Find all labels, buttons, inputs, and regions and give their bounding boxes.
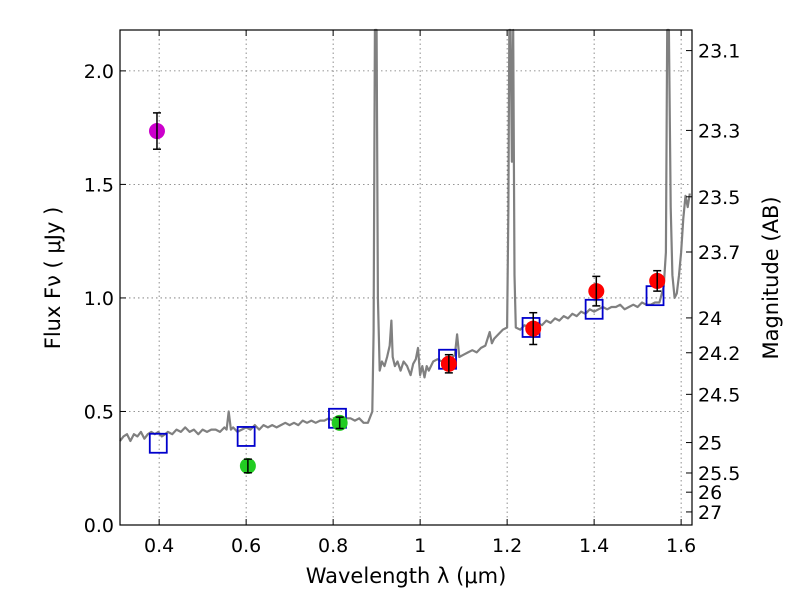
right-tick-label: 26 [698,482,722,504]
x-tick-label: 0.8 [318,535,348,557]
x-tick-label: 0.4 [144,535,174,557]
right-tick-label: 24.2 [698,343,740,365]
grid-lines [120,30,692,526]
x-tick-label: 1 [414,535,426,557]
right-tick-label: 25.5 [698,463,740,485]
x-tick-label: 0.6 [231,535,261,557]
right-tick-label: 23.3 [698,120,740,142]
photometry-layer [148,112,666,474]
y-tick-label: 1.0 [84,288,114,310]
error-bar [529,311,538,346]
x-tick-label: 1.6 [666,535,696,557]
error-bar [243,458,252,474]
right-tick-label: 23.1 [698,41,740,63]
right-tick-label: 24 [698,308,722,330]
right-tick-label: 23.7 [698,242,740,264]
x-tick-label: 1.2 [492,535,522,557]
plot-frame [119,29,693,526]
error-bar [335,416,344,430]
y-axis-label: Flux Fν ( μJy ) [41,207,65,350]
model-photometry-square [148,432,168,454]
y-tick-label: 0.5 [84,401,114,423]
error-bar [653,269,662,292]
y-tick-label: 1.5 [84,174,114,196]
spectrum-line [119,28,691,443]
model-photometry-square [584,298,604,320]
x-tick-label: 1.4 [579,535,609,557]
right-tick-label: 24.5 [698,384,740,406]
spectrum-layer [119,28,691,443]
axis-ticks: 0.4 0.6 0.8 1 1.2 1.4 1.6 0.0 0.5 1.0 1.5 2.0 23.1 23… [84,30,740,557]
error-bar [592,275,601,307]
right-tick-label: 23.5 [698,187,740,209]
model-photometry-square [236,426,256,447]
y-tick-label: 2.0 [84,61,114,83]
error-bar [444,353,453,374]
error-bar [152,112,161,150]
right-tick-label: 27 [698,502,722,524]
right-axis-label: Magnitude (AB) [759,196,783,359]
right-tick-label: 25 [698,433,722,455]
y-tick-label: 0.0 [84,515,114,537]
x-axis-label: Wavelength λ (μm) [306,564,507,588]
